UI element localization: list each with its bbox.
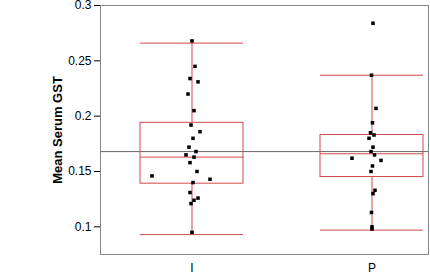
svg-text:Mean Serum GST: Mean Serum GST	[50, 76, 65, 184]
svg-text:I: I	[190, 261, 193, 275]
svg-text:0.2: 0.2	[75, 109, 92, 123]
svg-text:0.1: 0.1	[75, 220, 92, 234]
svg-text:0.15: 0.15	[68, 164, 92, 178]
svg-text:P: P	[368, 261, 376, 275]
svg-text:0.25: 0.25	[68, 54, 92, 68]
svg-text:0.3: 0.3	[75, 0, 92, 12]
